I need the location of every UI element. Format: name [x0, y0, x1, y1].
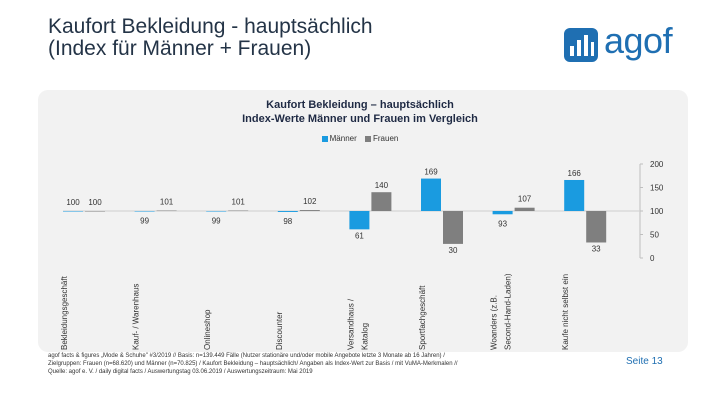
- bar-frauen-kauf-warenhaus: [156, 210, 177, 212]
- logo-text: agof: [604, 20, 673, 61]
- bar-maenner-kaufe-nicht-selbst-ein: [564, 179, 585, 211]
- y-tick-label-200: 200: [650, 160, 664, 169]
- data-label-maenner-bekleidungsgesch-ft: 100: [66, 198, 80, 207]
- y-tick-label-100: 100: [650, 207, 664, 216]
- page-title: Kaufort Bekleidung - hauptsächlich (Inde…: [48, 16, 373, 60]
- bar-maenner-woanders-z-b-second-hand-laden: [492, 211, 513, 215]
- data-label-frauen-versandhaus-katalog: 140: [375, 181, 389, 190]
- chart-legend: Männer Frauen: [0, 134, 720, 144]
- data-label-frauen-discounter: 102: [303, 197, 317, 206]
- bar-frauen-discounter: [299, 210, 320, 211]
- page-title-line-1: Kaufort Bekleidung - hauptsächlich: [48, 15, 373, 38]
- legend-item-frauen: Frauen: [365, 134, 398, 143]
- chart-title: Kaufort Bekleidung – hauptsächlich: [266, 99, 454, 111]
- logo-bars-icon: [564, 28, 598, 62]
- data-label-frauen-kauf-warenhaus: 101: [160, 198, 174, 207]
- category-label-onlineshop: Onlineshop: [203, 309, 212, 350]
- bar-frauen-bekleidungsgesch-ft: [85, 211, 105, 212]
- data-label-maenner-woanders-z-b-second-hand-laden: 93: [498, 219, 507, 228]
- category-label-sportfachgesch-ft: Sportfachgeschäft: [418, 285, 427, 350]
- legend-label-frauen: Frauen: [373, 134, 399, 143]
- bar-frauen-woanders-z-b-second-hand-laden: [514, 207, 535, 211]
- category-label-kauf-warenhaus: Kauf- / Warenhaus: [132, 284, 141, 350]
- y-tick-label-150: 150: [650, 184, 664, 193]
- bar-maenner-onlineshop: [206, 211, 227, 212]
- data-label-maenner-kauf-warenhaus: 99: [140, 216, 149, 225]
- page-number: Seite 13: [626, 356, 663, 367]
- category-label-woanders-z-b-second-hand-laden-line-1: Woanders (z.B.: [490, 295, 499, 350]
- footnote-line-3: Quelle: agof e. V. / daily digital facts…: [48, 369, 313, 375]
- bar-frauen-sportfachgesch-ft: [443, 211, 463, 244]
- agof-logo: agof: [560, 20, 680, 68]
- category-label-bekleidungsgesch-ft: Bekleidungsgeschäft: [60, 275, 69, 350]
- category-label-versandhaus-katalog-line-2: Katalog: [360, 323, 369, 350]
- category-label-woanders-z-b-second-hand-laden-line-2: Second-Hand-Laden): [504, 273, 513, 350]
- data-label-maenner-sportfachgesch-ft: 169: [424, 168, 438, 177]
- bar-frauen-versandhaus-katalog: [371, 192, 392, 211]
- legend-label-maenner: Männer: [329, 134, 357, 143]
- source-footnote: agof facts & figures „Mode & Schuhe" #3/…: [48, 352, 618, 376]
- legend-swatch-frauen: [365, 135, 371, 142]
- data-label-maenner-onlineshop: 99: [212, 216, 221, 225]
- footnote-line-2: Zielgruppen: Frauen (n=68.620) und Männe…: [48, 361, 458, 367]
- data-label-frauen-sportfachgesch-ft: 30: [449, 246, 458, 255]
- legend-swatch-maenner: [321, 135, 328, 142]
- bar-maenner-bekleidungsgesch-ft: [63, 211, 83, 212]
- data-label-frauen-bekleidungsgesch-ft: 100: [88, 198, 102, 207]
- footnote-line-1: agof facts & figures „Mode & Schuhe" #3/…: [48, 353, 445, 359]
- data-label-maenner-versandhaus-katalog: 61: [355, 231, 364, 240]
- bar-maenner-versandhaus-katalog: [349, 211, 370, 230]
- data-label-maenner-discounter: 98: [283, 217, 292, 226]
- chart-subtitle: Index-Werte Männer und Frauen im Verglei…: [242, 113, 478, 125]
- category-label-kaufe-nicht-selbst-ein: Kaufe nicht selbst ein: [561, 274, 570, 350]
- legend-item-maenner: Männer: [321, 134, 357, 143]
- data-label-frauen-woanders-z-b-second-hand-laden: 107: [518, 195, 532, 204]
- data-label-maenner-kaufe-nicht-selbst-ein: 166: [568, 169, 582, 178]
- y-tick-label-50: 50: [650, 231, 659, 240]
- y-tick-label-0: 0: [650, 254, 655, 263]
- data-label-frauen-onlineshop: 101: [232, 198, 246, 207]
- bar-maenner-sportfachgesch-ft: [421, 178, 441, 211]
- bar-maenner-discounter: [277, 211, 298, 212]
- category-label-versandhaus-katalog-line-1: Versandhaus /: [346, 298, 355, 350]
- bar-frauen-onlineshop: [228, 210, 249, 212]
- data-label-frauen-kaufe-nicht-selbst-ein: 33: [592, 244, 601, 253]
- page-title-line-2: (Index für Männer + Frauen): [48, 37, 312, 60]
- bar-maenner-kauf-warenhaus: [134, 211, 155, 212]
- bar-frauen-kaufe-nicht-selbst-ein: [586, 211, 607, 243]
- category-label-discounter: Discounter: [275, 311, 284, 350]
